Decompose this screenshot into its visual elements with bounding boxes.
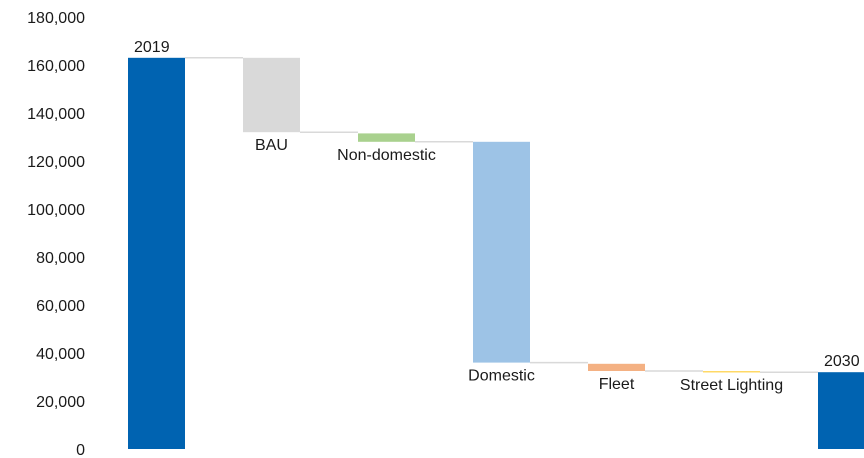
bar-fleet [588, 363, 645, 371]
bar-label: Street Lighting [680, 377, 783, 394]
bar-label: Domestic [468, 368, 535, 385]
y-tick-label: 100,000 [27, 202, 85, 219]
bar-label: BAU [255, 137, 288, 154]
y-tick-label: 40,000 [36, 346, 85, 363]
bar-street-lighting [703, 371, 760, 373]
y-tick-label: 80,000 [36, 250, 85, 267]
bar-non-domestic [358, 133, 415, 142]
y-axis: 0 20,000 40,000 60,000 80,000 100,000 120,000 1… [27, 10, 85, 458]
bar-label: Non-domestic [337, 147, 436, 164]
y-tick-label: 60,000 [36, 298, 85, 315]
bar-labels: 2019 BAU Non-domestic Domestic Fleet Street L… [134, 39, 860, 394]
y-tick-label: 120,000 [27, 154, 85, 171]
y-tick-label: 160,000 [27, 58, 85, 75]
bar-label: 2019 [134, 39, 170, 56]
bar-label: 2030 [824, 353, 860, 370]
bars [128, 57, 864, 450]
y-tick-label: 0 [76, 442, 85, 458]
bar-label: Fleet [599, 376, 635, 393]
y-tick-label: 140,000 [27, 106, 85, 123]
connector-lines [185, 57, 818, 373]
bar-2030 [818, 372, 864, 449]
y-tick-label: 20,000 [36, 394, 85, 411]
y-tick-label: 180,000 [27, 10, 85, 27]
bar-bau [243, 57, 300, 133]
bar-domestic [473, 141, 530, 363]
bar-2019 [128, 57, 185, 450]
